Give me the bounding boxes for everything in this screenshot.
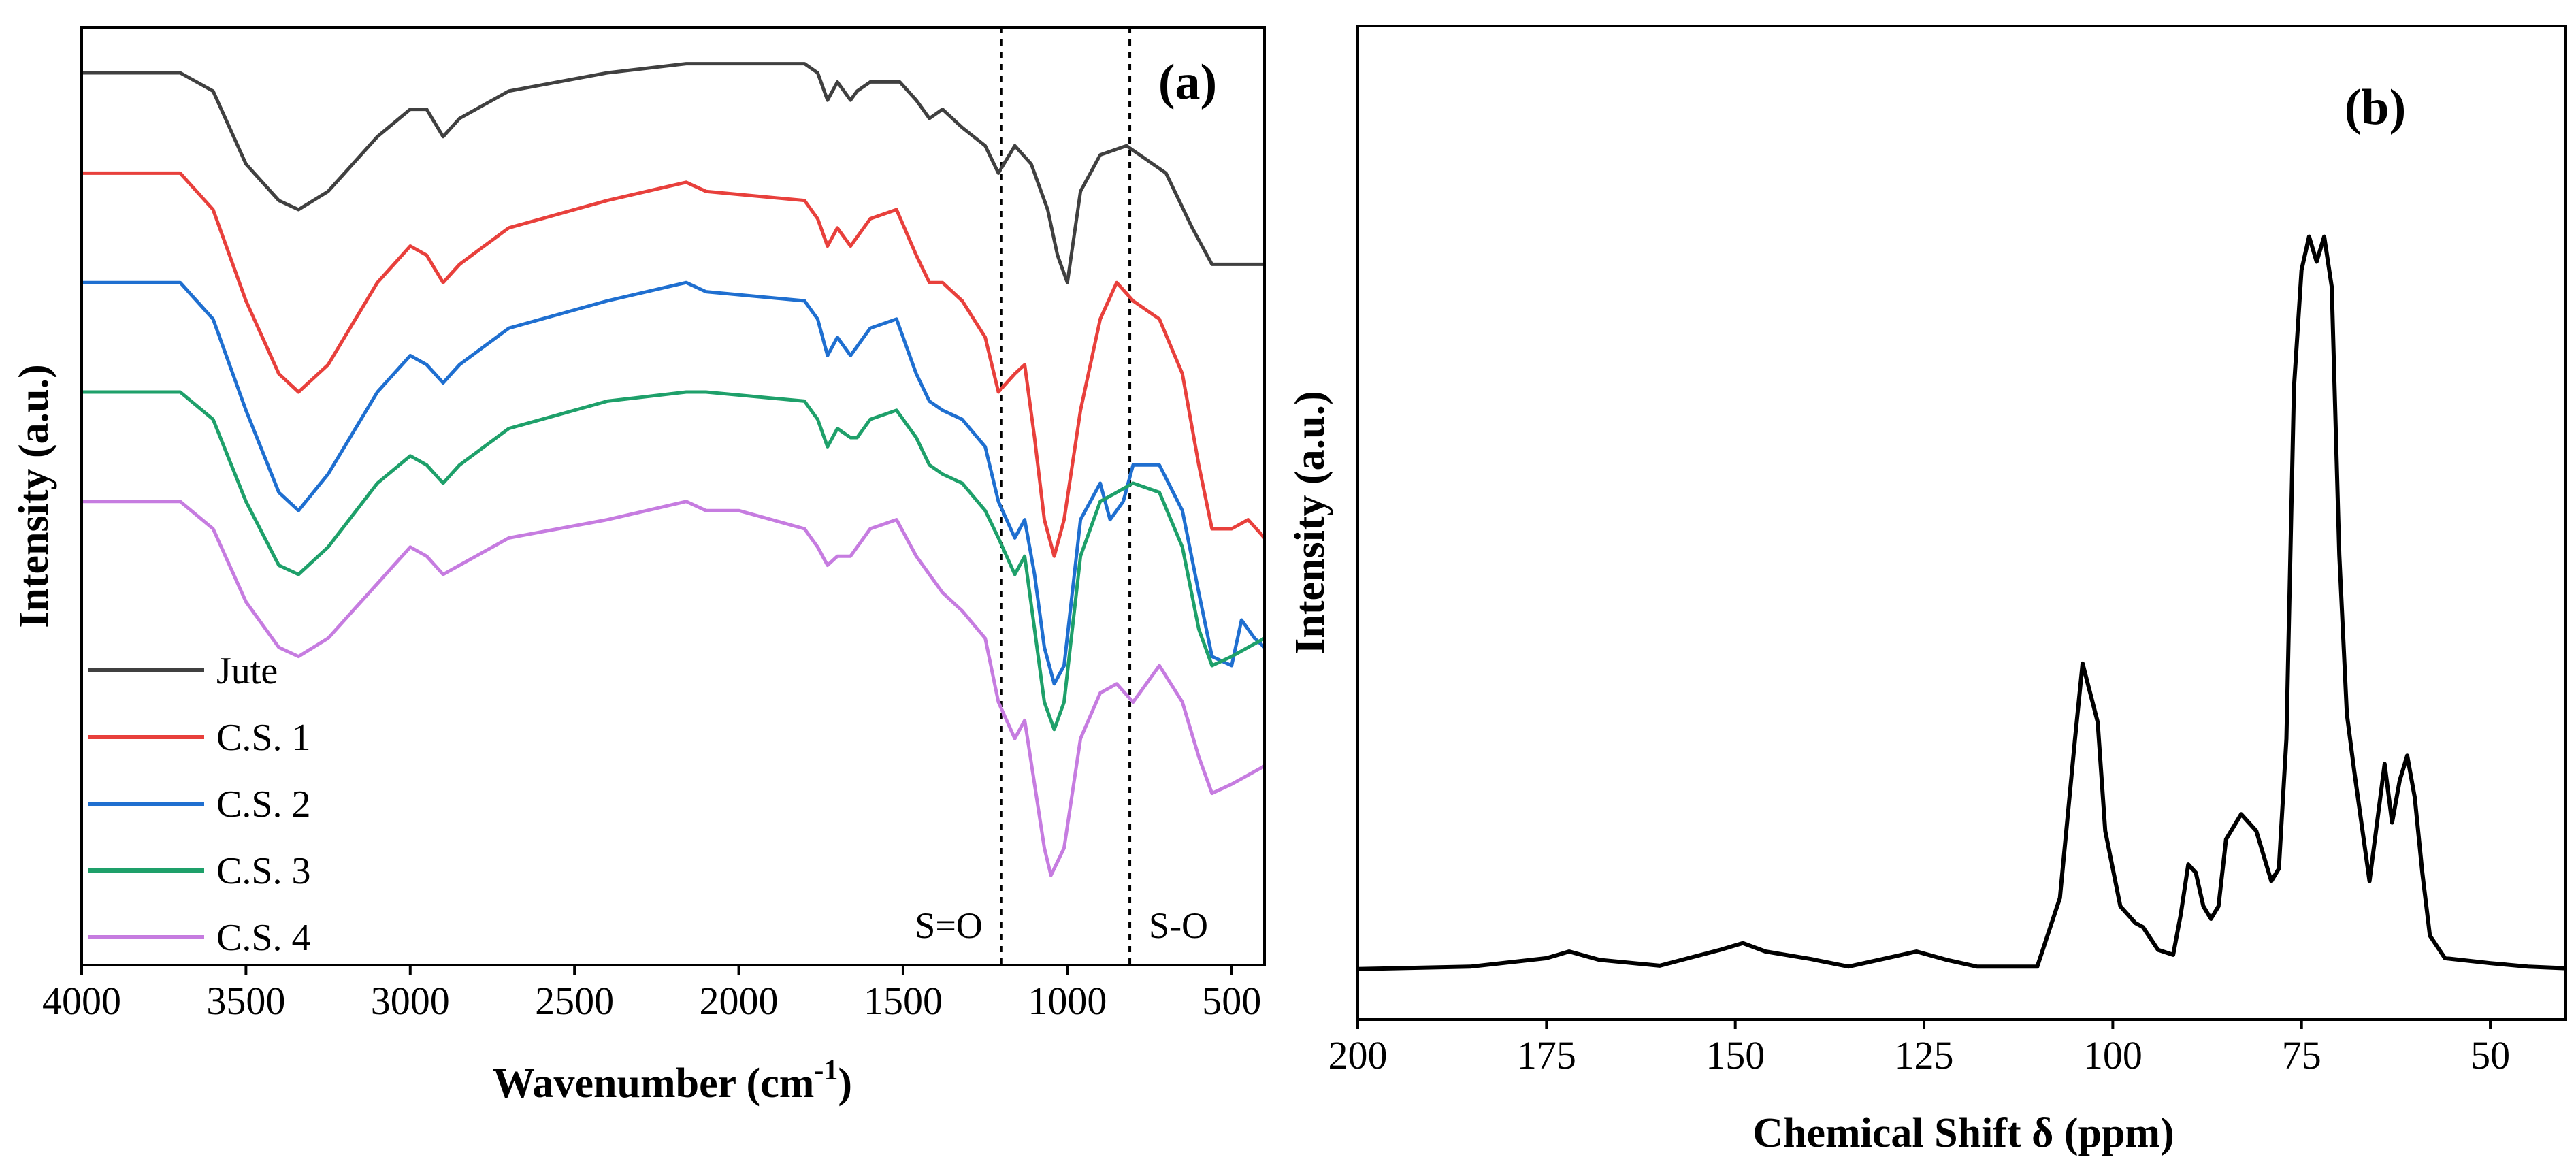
x-tick-label-1000: 1000 (1028, 979, 1107, 1023)
legend-label-c-s-2: C.S. 2 (216, 783, 311, 826)
x-axis-title-superscript: -1 (814, 1055, 838, 1086)
series-line-c-s-2 (82, 280, 1265, 686)
x-tick-label-175: 175 (1517, 1033, 1576, 1077)
x-axis-title: Wavenumber (cm-1) (493, 1055, 852, 1107)
legend-label-c-s-4: C.S. 4 (216, 917, 311, 959)
x-tick-label-2000: 2000 (700, 979, 779, 1023)
y-axis-title: Intensity (a.u.) (1287, 391, 1333, 655)
legend-label-c-s-3: C.S. 3 (216, 850, 311, 892)
x-axis-title-close: ) (838, 1060, 852, 1107)
series-line-c-s-4 (82, 500, 1265, 877)
x-tick-label-1500: 1500 (864, 979, 943, 1023)
panel-label: (b) (2345, 80, 2406, 135)
panel-b-nmr: 200 175 150 125 100 75 50 (b) Intensity (a.u.) Ch… (1287, 25, 2567, 1156)
x-tick-label-150: 150 (1706, 1033, 1765, 1077)
series-line-nmr (1358, 234, 2566, 971)
legend-label-jute: Jute (216, 650, 278, 692)
series-group (82, 62, 1265, 877)
x-tick-label-2500: 2500 (535, 979, 614, 1023)
series-line-c-s-1 (82, 171, 1265, 558)
x-tick-label-500: 500 (1202, 979, 1261, 1023)
x-axis-title: Chemical Shift δ (ppm) (1752, 1110, 2174, 1156)
x-axis-title-main: Wavenumber (cm (493, 1060, 814, 1107)
x-tick-label-125: 125 (1895, 1033, 1954, 1077)
reference-label-so: S-O (1149, 905, 1208, 946)
x-tick-label-100: 100 (2083, 1033, 2142, 1077)
y-axis-title: Intensity (a.u.) (11, 364, 57, 628)
axes-frame (80, 26, 1266, 966)
x-tick-label-3500: 3500 (206, 979, 285, 1023)
reference-label-so: S=O (915, 905, 982, 946)
x-tick-label-200: 200 (1328, 1033, 1388, 1077)
x-tick-label-50: 50 (2471, 1033, 2510, 1077)
legend: Jute C.S. 1 C.S. 2 C.S. 3 C.S. 4 (88, 650, 311, 959)
axes-frame (1356, 25, 2567, 1021)
series-group (1358, 234, 2566, 971)
x-tick-label-75: 75 (2282, 1033, 2321, 1077)
x-tick-label-4000: 4000 (42, 979, 121, 1023)
series-line-jute (82, 62, 1265, 284)
panel-a-ftir: S=O S-O 4000 3500 3000 2500 2000 1500 1000 500 (a)… (11, 26, 1266, 1107)
legend-label-c-s-1: C.S. 1 (216, 717, 311, 759)
series-line-c-s-3 (82, 390, 1265, 732)
panel-label: (a) (1158, 54, 1217, 110)
x-tick-label-3000: 3000 (371, 979, 450, 1023)
